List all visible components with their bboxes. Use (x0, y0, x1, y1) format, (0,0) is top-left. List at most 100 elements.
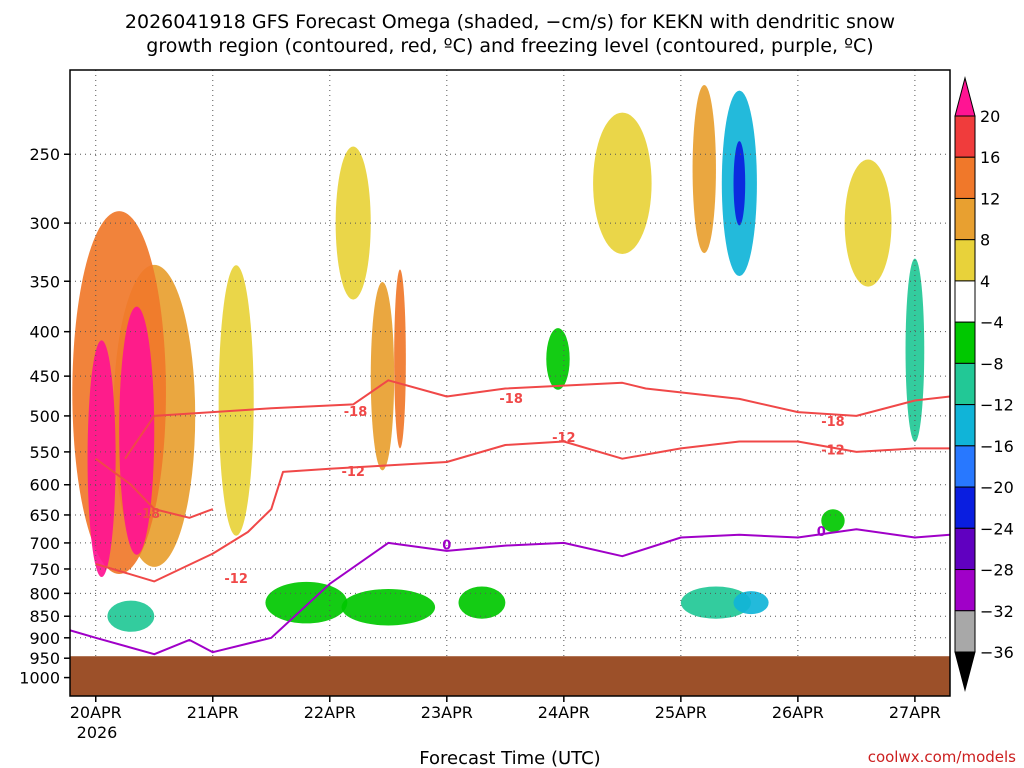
contour-label-1-2: -12 (552, 431, 576, 446)
colorbar-label-6: −8 (980, 354, 1004, 373)
colorbar-swatch-8 (954, 445, 976, 488)
x-tick-label-26APR: 26APR (772, 703, 824, 722)
omega-area-10 (680, 586, 752, 619)
contour-label-1-1: -12 (341, 465, 365, 480)
colorbar-label-3: 8 (980, 231, 990, 250)
colorbar-swatch-6 (954, 362, 976, 406)
colorbar-swatch-9 (954, 486, 976, 529)
plot-background (70, 70, 950, 696)
colorbar-label-0: 20 (980, 107, 1000, 126)
y-tick-label-450: 450 (29, 367, 60, 386)
colorbar-swatch-10 (954, 527, 976, 571)
y-tick-label-800: 800 (29, 584, 60, 603)
omega-area-11 (370, 281, 395, 471)
y-tick-label-350: 350 (29, 272, 60, 291)
omega-area-2 (593, 112, 652, 255)
grid-lines (70, 70, 950, 696)
colorbar-label-7: −12 (980, 396, 1014, 415)
y-tick-label-600: 600 (29, 476, 60, 495)
y-tick-label-500: 500 (29, 407, 60, 426)
omega-area-6 (546, 328, 570, 390)
ground-below-surface (70, 656, 950, 696)
colorbar-label-2: 12 (980, 189, 1000, 208)
contour-lines (70, 379, 950, 656)
x-tick-label-27APR: 27APR (889, 703, 941, 722)
y-tick-label-250: 250 (29, 145, 60, 164)
colorbar-swatch-11 (954, 569, 976, 612)
credit-link[interactable]: coolwx.com/models (868, 748, 1016, 766)
plot-frame (69, 69, 951, 697)
x-tick-label-22APR: 22APR (304, 703, 356, 722)
y-tick-label-900: 900 (29, 629, 60, 648)
omega-area-15 (733, 591, 769, 615)
y-tick-label-700: 700 (29, 534, 60, 553)
y-tick-label-300: 300 (29, 214, 60, 233)
colorbar-swatch-2 (954, 197, 976, 241)
omega-area-8 (341, 589, 436, 626)
omega-area-20 (119, 306, 155, 555)
omega-area-18 (394, 269, 406, 449)
y-tick-label-400: 400 (29, 323, 60, 342)
contour-label-0-2: -18 (821, 415, 845, 430)
colorbar-label-13: −36 (980, 643, 1014, 662)
omega-area-4 (265, 581, 348, 624)
x-tick-label-25APR: 25APR (655, 703, 707, 722)
x-axis-title: Forecast Time (UTC) (419, 748, 600, 768)
x-tick-label-21APR: 21APR (187, 703, 239, 722)
omega-area-5 (458, 586, 506, 619)
x-tick-label-24APR: 24APR (538, 703, 590, 722)
y-tick-label-1000: 1000 (19, 669, 60, 688)
colorbar-label-11: −28 (980, 561, 1014, 580)
y-tick-label-650: 650 (29, 506, 60, 525)
colorbar-label-10: −24 (980, 519, 1014, 538)
y-tick-label-750: 750 (29, 560, 60, 579)
colorbar-label-12: −32 (980, 602, 1014, 621)
x-tick-label-23APR: 23APR (421, 703, 473, 722)
contour-label-1-3: -12 (821, 444, 845, 459)
colorbar-swatch-3 (954, 239, 976, 282)
colorbar: 20 16 12 8 4 −4 −8 −12 −16 −20 −24 −28 −32 −36 (954, 76, 1014, 692)
omega-area-7 (821, 509, 845, 533)
colorbar-label-4: 4 (980, 272, 990, 291)
omega-shading (72, 84, 925, 632)
y-axis-ticks: 250 300 350 400 450 500 550 600 650 700 750 800 850 9… (19, 145, 70, 688)
colorbar-label-9: −20 (980, 478, 1014, 497)
colorbar-swatch-0 (954, 115, 976, 158)
omega-area-3 (844, 159, 892, 287)
contour-labels: -18 -18 -18 -12 -12 -12 -12 -18 0 0 (137, 392, 845, 587)
colorbar-swatch-7 (954, 404, 976, 447)
contour-line-1 (95, 440, 950, 583)
omega-area-1 (335, 146, 371, 300)
colorbar-swatch-5 (954, 321, 976, 364)
contour-label-1-0: -12 (224, 572, 248, 587)
colorbar-max-arrow (954, 76, 976, 117)
contour-label-3-1: 0 (817, 525, 826, 540)
contour-line-2 (95, 457, 214, 519)
omega-area-19 (87, 340, 116, 578)
contour-label-0-1: -18 (499, 392, 523, 407)
x-tick-label-20APR: 20APR (70, 703, 122, 722)
colorbar-label-1: 16 (980, 148, 1000, 167)
contour-line-0 (124, 379, 950, 460)
chart-title-line-2: growth region (contoured, red, ºC) and f… (146, 35, 873, 57)
colorbar-swatch-1 (954, 156, 976, 199)
colorbar-min-arrow (954, 651, 976, 692)
omega-area-21 (733, 141, 746, 226)
colorbar-label-8: −16 (980, 437, 1014, 456)
contour-label-2-0: -18 (137, 507, 161, 522)
x-axis-year: 2026 (77, 723, 118, 742)
x-axis-ticks: 20APR 21APR 22APR 23APR 24APR 25APR 26APR 27APR (70, 696, 941, 722)
colorbar-swatch-12 (954, 610, 976, 653)
colorbar-swatch-4 (954, 280, 976, 323)
contour-line-3 (70, 528, 950, 656)
chart-title-line-1: 2026041918 GFS Forecast Omega (shaded, −… (125, 11, 895, 33)
omega-area-12 (692, 84, 716, 254)
colorbar-label-5: −4 (980, 313, 1004, 332)
omega-area-0 (218, 265, 254, 536)
y-tick-label-950: 950 (29, 649, 60, 668)
contour-label-0-0: -18 (344, 405, 368, 420)
contour-label-3-0: 0 (442, 539, 451, 554)
y-tick-label-850: 850 (29, 607, 60, 626)
y-tick-label-550: 550 (29, 443, 60, 462)
